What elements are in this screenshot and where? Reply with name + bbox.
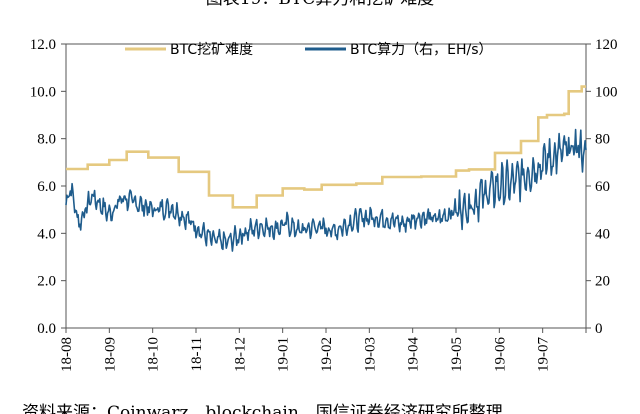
x-axis-tick-label: 18-10 xyxy=(146,337,162,372)
chart-title: 图表19：BTC算力和挖矿难度 xyxy=(206,0,434,9)
right-axis-tick-label: 100 xyxy=(595,84,618,100)
x-axis-tick-label: 19-02 xyxy=(319,337,335,372)
x-axis-tick-label: 19-05 xyxy=(449,337,465,372)
left-axis-tick-label: 2.0 xyxy=(37,274,56,290)
left-axis-tick-label: 4.0 xyxy=(37,226,56,242)
x-axis-tick-label: 18-08 xyxy=(59,337,75,372)
left-axis-tick-label: 12.0 xyxy=(30,37,56,53)
left-axis-tick-label: 10.0 xyxy=(30,84,56,100)
legend-label-difficulty: BTC挖矿难度 xyxy=(170,42,253,58)
difficulty-series-line xyxy=(66,85,586,209)
x-axis-tick-label: 19-06 xyxy=(492,337,508,372)
chart-series xyxy=(65,85,587,252)
chart-axes: 0.0 2.0 4.0 6.0 8.0 10.0 12.0 0 20 40 60 80 100 120 18… xyxy=(30,37,618,372)
x-axis-tick-label: 19-03 xyxy=(362,337,378,372)
right-axis-tick-label: 20 xyxy=(595,274,610,290)
x-axis-tick-label: 18-11 xyxy=(189,337,205,371)
right-axis-tick-label: 0 xyxy=(595,321,603,337)
x-axis-tick-label: 19-07 xyxy=(536,337,552,372)
left-axis-tick-label: 6.0 xyxy=(37,179,56,195)
right-axis-tick-label: 80 xyxy=(595,132,610,148)
x-axis-tick-label: 19-04 xyxy=(406,337,422,372)
legend-label-hashrate: BTC算力（右，EH/s） xyxy=(350,42,493,58)
right-axis-tick-label: 60 xyxy=(595,179,610,195)
source-note: 资料来源：Coinwarz，blockchain，国信证券经济研究所整理 xyxy=(22,403,503,414)
right-axis-tick-label: 120 xyxy=(595,37,618,53)
x-axis-tick-label: 19-01 xyxy=(276,337,292,372)
x-axis-tick-label: 18-12 xyxy=(232,337,248,372)
right-axis-tick-label: 40 xyxy=(595,226,610,242)
chart-legend: BTC挖矿难度 BTC算力（右，EH/s） xyxy=(125,42,493,58)
left-axis-tick-label: 8.0 xyxy=(37,132,56,148)
hashrate-series-line xyxy=(65,128,587,252)
left-axis-tick-label: 0.0 xyxy=(37,321,56,337)
x-axis-tick-label: 18-09 xyxy=(102,337,118,372)
